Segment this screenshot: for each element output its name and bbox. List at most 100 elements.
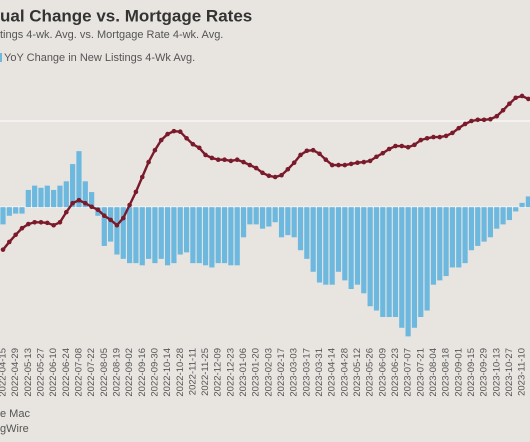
bar <box>120 207 126 259</box>
line-point <box>418 137 424 143</box>
line-point <box>152 147 158 153</box>
x-tick-label: 2022-09-30 <box>149 348 160 397</box>
x-tick-label: 2022-06-24 <box>61 348 72 397</box>
bar <box>392 207 399 317</box>
bar <box>266 207 272 227</box>
line-point <box>165 131 170 137</box>
bar <box>424 207 430 311</box>
bar <box>253 207 259 225</box>
x-tick-label: 2023-06-23 <box>390 348 401 397</box>
line-point <box>127 202 132 208</box>
line-point <box>450 130 455 136</box>
chart-title: ual Change vs. Mortgage Rates <box>0 6 252 25</box>
x-tick-label: 2023-08-04 <box>428 348 439 397</box>
line-point <box>234 157 240 163</box>
bar <box>32 185 38 208</box>
line-point <box>393 143 398 149</box>
bar <box>323 207 329 285</box>
line-point <box>120 215 126 221</box>
x-tick-label: 2022-11-11 <box>187 348 198 395</box>
line-point <box>38 219 44 225</box>
bar <box>171 207 177 264</box>
bar <box>437 207 443 281</box>
x-tick-label: 2023-01-06 <box>238 348 249 397</box>
x-tick-label: 2023-02-17 <box>276 348 287 397</box>
line-point <box>260 170 265 176</box>
bar <box>285 207 291 236</box>
bar <box>139 207 145 266</box>
bar <box>190 207 196 264</box>
source: e Mac <box>0 408 30 420</box>
bar <box>145 207 152 259</box>
bar <box>13 207 19 214</box>
bar <box>475 207 481 246</box>
x-tick-label: 2022-05-27 <box>35 348 46 397</box>
line-point <box>329 162 335 168</box>
x-tick-label: 2023-06-09 <box>377 348 388 397</box>
x-tick-label: 2023-08-18 <box>441 348 452 397</box>
x-tick-label: 2023-02-03 <box>263 348 274 397</box>
line-point <box>57 219 63 225</box>
line-point <box>342 162 348 168</box>
line-point <box>139 174 145 180</box>
bar <box>449 207 456 268</box>
line-point <box>177 129 183 135</box>
bar <box>430 207 437 285</box>
x-tick-label: 2023-09-15 <box>466 348 477 397</box>
bar <box>361 207 367 294</box>
bar <box>259 207 266 229</box>
line-point <box>481 117 487 123</box>
x-tick-label: 2022-04-15 <box>0 348 9 397</box>
bar <box>158 207 164 259</box>
bar <box>215 207 221 264</box>
x-tick-label: 2022-10-28 <box>175 348 186 397</box>
line-point <box>374 154 379 160</box>
line-point <box>399 143 405 149</box>
line-point <box>64 209 69 215</box>
line-point <box>323 157 329 163</box>
bar <box>63 181 69 208</box>
x-tick-label: 2022-11-25 <box>200 348 211 396</box>
line-point <box>500 107 506 113</box>
legend-label: YoY Change in New Listings 4-Wk Avg. <box>4 52 195 64</box>
bar <box>418 207 424 317</box>
legend-swatch <box>0 53 2 62</box>
x-tick-label: 2022-12-09 <box>213 348 224 397</box>
chart-subtitle: tings 4-wk. Avg. vs. Mortgage Rate 4-wk.… <box>0 29 223 41</box>
line-point <box>146 159 151 165</box>
bar <box>487 207 494 238</box>
bar <box>354 207 361 285</box>
line-point <box>507 101 512 107</box>
line-point <box>298 152 303 158</box>
x-tick-label: 2022-05-13 <box>23 348 34 397</box>
bar <box>386 207 392 317</box>
line-point <box>108 217 113 223</box>
bar <box>513 207 519 212</box>
line-point <box>32 219 37 225</box>
line-point <box>241 159 246 165</box>
x-tick-label: 2023-10-13 <box>491 348 502 397</box>
line-point <box>310 147 316 153</box>
line-point <box>443 133 449 139</box>
line-point <box>348 161 354 167</box>
line-point <box>19 225 25 231</box>
bar <box>164 207 171 266</box>
line-point <box>513 95 519 101</box>
line-point <box>431 134 436 140</box>
x-tick-label: 2022-09-16 <box>137 348 148 397</box>
x-tick-label: 2023-03-03 <box>289 348 300 397</box>
bar <box>177 207 183 255</box>
x-tick-label: 2023-07-21 <box>415 348 426 397</box>
line-point <box>380 150 386 156</box>
line-point <box>336 162 341 168</box>
x-tick-label: 2023-10-27 <box>504 348 515 397</box>
x-tick-label: 2023-04-28 <box>339 348 350 397</box>
bar <box>127 207 133 264</box>
bar <box>209 207 215 268</box>
bar <box>456 207 462 268</box>
bar <box>57 185 63 208</box>
x-tick-label: 2023-03-31 <box>314 348 325 397</box>
line-point <box>51 222 56 228</box>
x-tick-label: 2022-06-10 <box>48 348 59 397</box>
bar <box>202 207 209 266</box>
